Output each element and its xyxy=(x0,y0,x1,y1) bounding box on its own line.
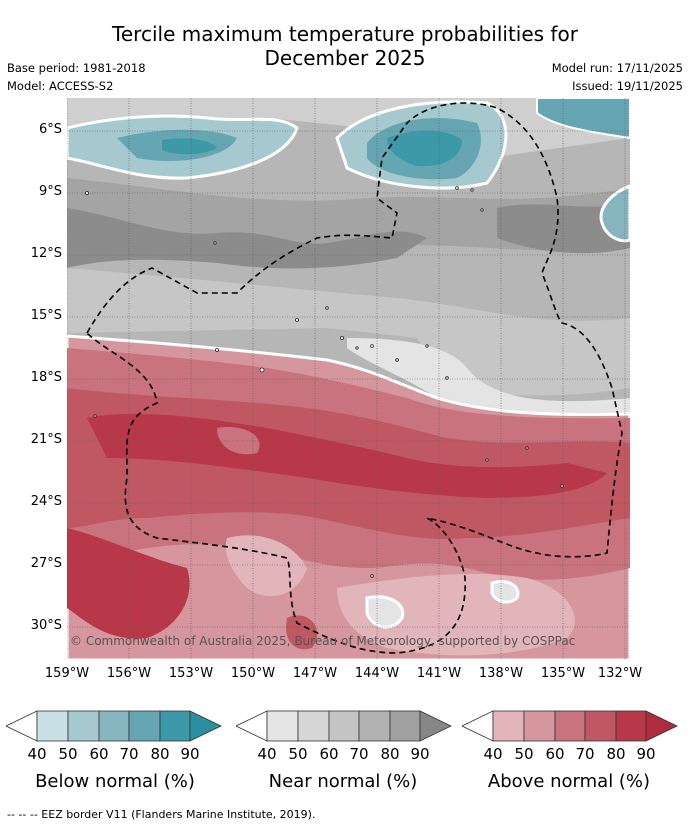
above-normal-south-core xyxy=(286,615,318,650)
islands xyxy=(85,186,564,578)
colorbar-above-segment xyxy=(645,710,678,742)
lon-label: 156°W xyxy=(106,666,152,681)
eez-border xyxy=(86,102,623,654)
lat-label: 18°S xyxy=(30,370,62,385)
near-normal-70-region xyxy=(67,178,630,251)
tick-label: 90 xyxy=(636,745,656,763)
model-run: Model run: 17/11/2025 xyxy=(551,61,683,75)
colorbar-above-segment xyxy=(523,710,556,742)
colorbar-near-segment xyxy=(297,710,330,742)
lon-label: 159°W xyxy=(44,666,90,681)
lon-label: 135°W xyxy=(540,666,586,681)
title-line-1: Tercile maximum temperature probabilitie… xyxy=(112,22,578,46)
lat-label: 6°S xyxy=(38,122,62,137)
tick-label: 70 xyxy=(119,745,139,763)
colorbar-near-segment xyxy=(236,710,268,742)
colorbar-near xyxy=(236,710,452,742)
colorbar-below-segment xyxy=(6,710,38,742)
lat-label: 15°S xyxy=(30,308,62,323)
tick-label: 70 xyxy=(349,745,369,763)
colorbar-near-segment xyxy=(419,710,452,742)
colorbar-near-segment xyxy=(389,710,421,742)
above-normal-southwest xyxy=(67,528,190,639)
tick-label: 50 xyxy=(58,745,78,763)
legend-title-above: Above normal (%) xyxy=(487,771,651,792)
lon-label: 144°W xyxy=(354,666,400,681)
map-canvas xyxy=(67,98,630,660)
colorbar-above-segment xyxy=(584,710,617,742)
colorbar-above-segment xyxy=(462,710,494,742)
colorbar-above-segment xyxy=(554,710,586,742)
colorbar-below-segment xyxy=(36,710,69,742)
colorbar-below xyxy=(6,710,222,742)
legend-above-normal xyxy=(462,710,678,742)
chart-title: Tercile maximum temperature probabilitie… xyxy=(0,22,690,70)
tick-label: 50 xyxy=(288,745,308,763)
base-period: Base period: 1981-2018 xyxy=(7,61,146,75)
colorbar-above-segment xyxy=(615,710,647,742)
legend-title-near: Near normal (%) xyxy=(268,771,418,792)
lon-label: 147°W xyxy=(292,666,338,681)
eez-footnote: -- -- -- EEZ border V11 (Flanders Marine… xyxy=(7,808,316,821)
lon-label: 150°W xyxy=(230,666,276,681)
near-normal-80-east xyxy=(497,203,630,254)
tick-label: 80 xyxy=(606,745,626,763)
tick-label: 80 xyxy=(150,745,170,763)
colorbar-below-segment xyxy=(189,710,222,742)
lat-label: 9°S xyxy=(38,184,62,199)
lon-label: 141°W xyxy=(416,666,462,681)
legend-below-normal xyxy=(6,710,222,742)
near-normal-south-patch-2 xyxy=(490,580,520,604)
tick-label: 60 xyxy=(545,745,565,763)
colorbar-below-segment xyxy=(67,710,100,742)
below-normal-central-peak xyxy=(387,130,462,167)
near-normal-south-patch-1 xyxy=(365,595,405,629)
tick-label: 50 xyxy=(514,745,534,763)
colorbar-near-segment xyxy=(266,710,299,742)
colorbar-below-segment xyxy=(159,710,191,742)
near-normal-60-region xyxy=(67,268,630,396)
colorbar-below-segment xyxy=(128,710,161,742)
tick-label: 60 xyxy=(89,745,109,763)
near-normal-40-region xyxy=(347,338,630,415)
tick-label: 40 xyxy=(483,745,503,763)
model-name: Model: ACCESS-S2 xyxy=(7,79,114,93)
tick-label: 70 xyxy=(575,745,595,763)
legend-title-below: Below normal (%) xyxy=(35,771,195,792)
above-normal-patch xyxy=(217,427,260,455)
tick-label: 80 xyxy=(380,745,400,763)
lat-label: 24°S xyxy=(30,494,62,509)
graticule xyxy=(67,98,630,660)
lat-label: 12°S xyxy=(30,246,62,261)
title-line-2: December 2025 xyxy=(264,46,426,70)
lat-label: 30°S xyxy=(30,618,62,633)
lat-label: 21°S xyxy=(30,432,62,447)
tick-label: 40 xyxy=(27,745,47,763)
probability-map xyxy=(67,98,630,660)
below-normal-northeast xyxy=(536,98,630,140)
below-normal-west-peak xyxy=(162,138,217,155)
above-normal-80-region xyxy=(87,413,607,498)
tick-label: 60 xyxy=(319,745,339,763)
issued-date: Issued: 19/11/2025 xyxy=(572,79,683,93)
colorbar-above xyxy=(462,710,678,742)
copyright-notice: © Commonwealth of Australia 2025, Bureau… xyxy=(70,634,576,648)
tick-label: 90 xyxy=(410,745,430,763)
near-normal-80-region xyxy=(67,208,427,269)
colorbar-near-segment xyxy=(358,710,391,742)
colorbar-below-segment xyxy=(98,710,130,742)
tick-label: 40 xyxy=(257,745,277,763)
lon-label: 138°W xyxy=(478,666,524,681)
colorbar-near-segment xyxy=(328,710,360,742)
colorbar-above-segment xyxy=(492,710,525,742)
meta-left: Base period: 1981-2018 Model: ACCESS-S2 xyxy=(7,59,146,95)
lat-label: 27°S xyxy=(30,556,62,571)
tick-label: 90 xyxy=(180,745,200,763)
meta-right: Model run: 17/11/2025 Issued: 19/11/2025 xyxy=(552,59,683,95)
lon-label: 153°W xyxy=(168,666,214,681)
lon-label: 132°W xyxy=(597,666,643,681)
legend-near-normal xyxy=(236,710,452,742)
